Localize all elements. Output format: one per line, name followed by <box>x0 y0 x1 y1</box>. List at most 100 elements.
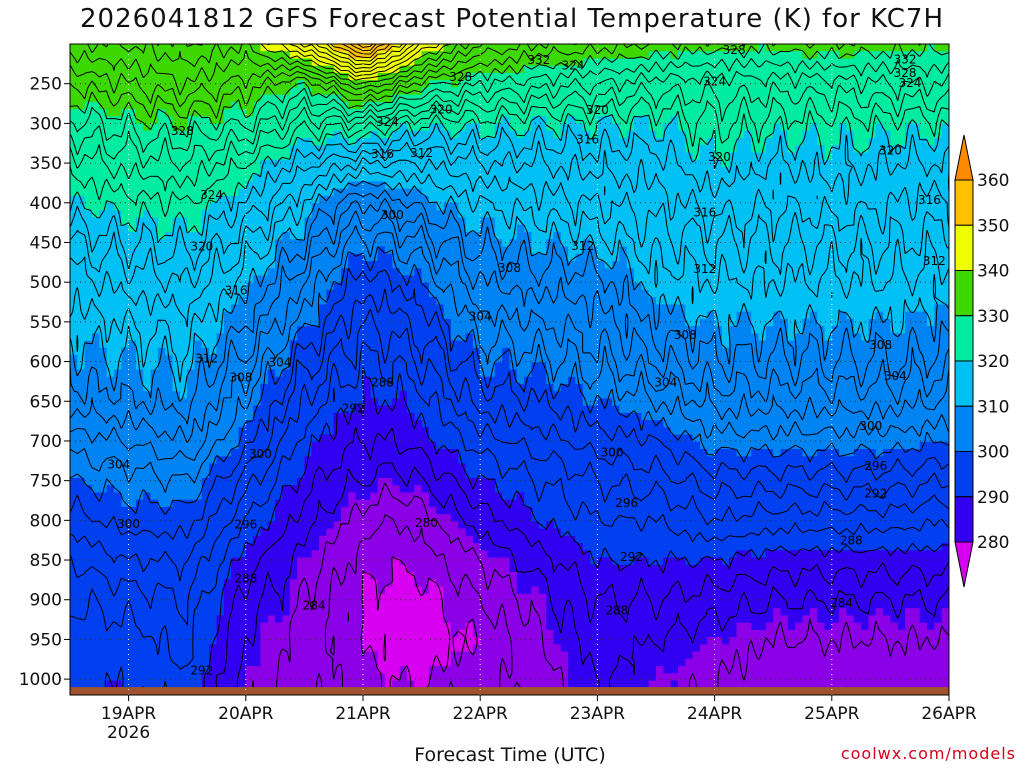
contour-label: 316 <box>225 283 248 297</box>
contour-288 <box>215 426 949 695</box>
chart-title: 2026041812 GFS Forecast Potential Temper… <box>80 4 944 34</box>
colorbar-label: 330 <box>977 307 1009 327</box>
contour-338 <box>87 44 470 86</box>
contour-label: 316 <box>918 193 941 207</box>
contour-label: 316 <box>371 147 394 161</box>
contour-318 <box>70 122 949 271</box>
contour-label: 304 <box>654 375 677 389</box>
x-tick-sublabel: 2026 <box>107 723 150 743</box>
contour-label: 288 <box>605 603 628 617</box>
contour-302 <box>70 225 949 493</box>
contour-label: 304 <box>884 369 907 383</box>
contour-label: 308 <box>229 371 252 385</box>
contour-label: 332 <box>527 53 550 67</box>
colorbar-band <box>954 179 974 226</box>
colorbar-extend-top <box>954 134 974 181</box>
contour-336 <box>70 44 483 96</box>
contour-label: 304 <box>269 356 292 370</box>
contour-label: 300 <box>601 445 624 459</box>
contour-lines <box>70 44 949 695</box>
colorbar-band <box>954 224 974 271</box>
colorbar-label: 320 <box>977 352 1009 372</box>
contour-label: 292 <box>342 402 365 416</box>
contour-286 <box>236 462 949 695</box>
y-tick-label: 300 <box>30 114 62 134</box>
contour-300 <box>70 246 949 515</box>
contour-label: 296 <box>864 459 887 473</box>
contour-label: 292 <box>190 664 213 678</box>
contour-280 <box>360 556 478 695</box>
contour-label: 300 <box>859 419 882 433</box>
contour-label: 312 <box>693 262 716 276</box>
y-tick-label: 950 <box>30 630 62 650</box>
contour-label: 300 <box>381 208 404 222</box>
contour-label: 288 <box>840 533 863 547</box>
y-tick-label: 1000 <box>19 670 62 690</box>
contour-label: 312 <box>410 146 433 160</box>
contour-320 <box>70 110 949 244</box>
contour-label: 292 <box>620 550 643 564</box>
contour-label: 320 <box>586 103 609 117</box>
contour-label: 288 <box>234 572 257 586</box>
contour-label: 324 <box>562 59 585 73</box>
contour-label: 312 <box>195 352 218 366</box>
y-tick-label: 400 <box>30 194 62 214</box>
contour-label: 328 <box>894 66 917 80</box>
colorbar-label: 300 <box>977 443 1009 463</box>
y-tick-label: 750 <box>30 472 62 492</box>
contour-290 <box>76 366 949 695</box>
contour-label: 308 <box>869 338 892 352</box>
colorbar-label: 310 <box>977 397 1009 417</box>
contour-352 <box>330 44 391 59</box>
contour-label: 296 <box>234 518 257 532</box>
contour-label: 328 <box>171 124 194 138</box>
contour-label: 312 <box>571 239 594 253</box>
contour-label: 300 <box>249 447 272 461</box>
y-tick-label: 450 <box>30 233 62 253</box>
contour-label: 320 <box>879 144 902 158</box>
surface-ground <box>70 687 949 695</box>
contour-label: 320 <box>430 102 453 116</box>
y-tick-label: 600 <box>30 353 62 373</box>
contour-label: 324 <box>376 115 399 129</box>
contour-label: 324 <box>703 75 726 89</box>
x-tick-label: 25APR <box>804 704 860 724</box>
y-tick-label: 900 <box>30 591 62 611</box>
contour-304 <box>70 210 949 461</box>
contour-label: 328 <box>449 70 472 84</box>
colorbar-band <box>954 360 974 407</box>
contour-298 <box>70 267 949 540</box>
credit-link[interactable]: coolwx.com/models <box>840 744 1016 763</box>
x-axis-label: Forecast Time (UTC) <box>414 744 606 766</box>
contour-label: 328 <box>723 43 746 57</box>
contour-label: 332 <box>894 52 917 66</box>
x-tick-label: 24APR <box>687 704 743 724</box>
contour-348 <box>315 44 407 66</box>
contour-282 <box>315 514 522 695</box>
contour-332 <box>70 44 921 119</box>
x-tick-label: 23APR <box>570 704 626 724</box>
contour-label: 284 <box>830 596 853 610</box>
contour-label: 284 <box>303 599 326 613</box>
colorbar-band <box>954 496 974 543</box>
contour-350 <box>326 44 403 62</box>
contour-label: 324 <box>898 76 921 90</box>
colorbar-label: 340 <box>977 262 1009 282</box>
colorbar-label: 350 <box>977 216 1009 236</box>
contour-label: 308 <box>498 261 521 275</box>
contour-label: 312 <box>923 254 946 268</box>
colorbar-band <box>954 270 974 317</box>
colorbar-label: 280 <box>977 533 1009 553</box>
x-tick-label: 19APR <box>101 704 157 724</box>
contour-label: 316 <box>693 206 716 220</box>
contour-314 <box>70 157 949 328</box>
contour-label: 304 <box>469 310 492 324</box>
contour-312 <box>70 166 949 383</box>
contour-label: 292 <box>864 487 887 501</box>
contour-label: 320 <box>708 150 731 164</box>
x-tick-label: 20APR <box>218 704 274 724</box>
y-tick-label: 350 <box>30 154 62 174</box>
contour-328 <box>70 58 949 153</box>
